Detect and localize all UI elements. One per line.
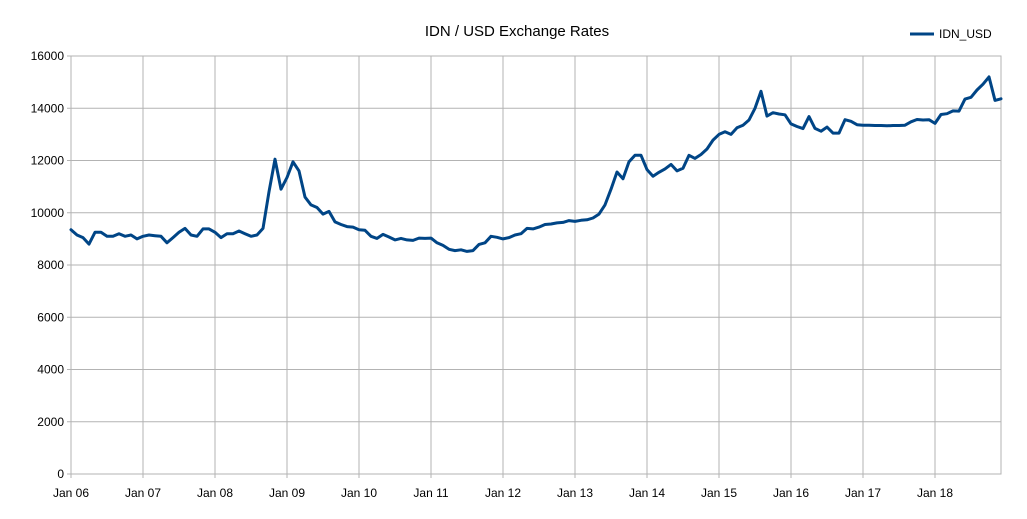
x-tick-label: Jan 14 (629, 486, 665, 500)
y-axis: 0 2000 4000 6000 8000 10000 12000 14000 16000 (31, 49, 71, 481)
series-line (69, 75, 1003, 253)
y-tick-label: 10000 (31, 206, 65, 220)
y-tick-label: 12000 (31, 154, 65, 168)
chart-title: IDN / USD Exchange Rates (425, 23, 609, 40)
y-tick-label: 4000 (37, 363, 64, 377)
x-tick-label: Jan 11 (413, 486, 448, 500)
legend-entry: IDN_USD (939, 27, 992, 41)
y-tick-label: 6000 (37, 310, 64, 324)
legend: IDN_USD (910, 27, 992, 41)
x-tick-label: Jan 09 (269, 486, 305, 500)
x-tick-label: Jan 18 (917, 486, 953, 500)
x-tick-label: Jan 10 (341, 486, 377, 500)
x-axis: Jan 06 Jan 07 Jan 08 Jan 09 Jan 10 Jan 11 Jan … (53, 474, 953, 500)
x-tick-label: Jan 13 (557, 486, 593, 500)
series-layer (69, 75, 1003, 253)
x-tick-label: Jan 15 (701, 486, 737, 500)
y-tick-label: 14000 (31, 101, 65, 115)
y-tick-label: 0 (57, 467, 64, 481)
grid (70, 55, 1001, 475)
y-tick-label: 8000 (37, 258, 64, 272)
x-tick-label: Jan 17 (845, 486, 881, 500)
x-tick-label: Jan 07 (125, 486, 161, 500)
x-tick-label: Jan 16 (773, 486, 809, 500)
y-tick-label: 16000 (31, 49, 65, 63)
x-tick-label: Jan 12 (485, 486, 521, 500)
x-tick-label: Jan 06 (53, 486, 89, 500)
y-tick-label: 2000 (37, 415, 64, 429)
x-tick-label: Jan 08 (197, 486, 233, 500)
